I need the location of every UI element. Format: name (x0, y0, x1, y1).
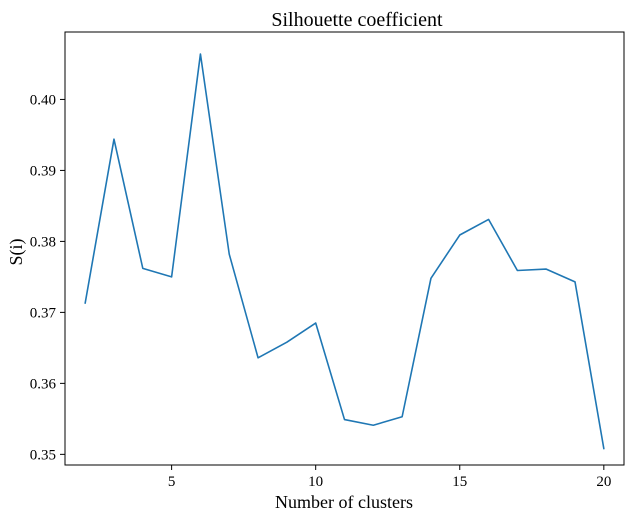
data-point (142, 267, 144, 269)
series-line (84, 53, 605, 450)
x-tick-label: 15 (452, 474, 467, 490)
y-axis-label: S(i) (6, 238, 27, 265)
data-point (545, 268, 547, 270)
x-axis-label: Number of clusters (275, 492, 413, 512)
data-point (170, 276, 172, 278)
data-point (286, 341, 288, 343)
y-tick-label: 0.40 (30, 92, 56, 108)
y-tick-label: 0.36 (30, 376, 57, 392)
data-point (228, 253, 230, 255)
data-point (430, 277, 432, 279)
x-axis: 5 10 15 20 (168, 465, 611, 490)
data-point (459, 234, 461, 236)
data-point (314, 322, 316, 324)
y-tick-label: 0.35 (30, 447, 56, 463)
x-tick-label: 20 (596, 474, 611, 490)
data-point (401, 416, 403, 418)
y-axis: 0.35 0.36 0.37 0.38 0.39 0.40 (30, 92, 65, 463)
series-layer (84, 53, 605, 450)
data-point (487, 218, 489, 220)
data-point (199, 53, 201, 55)
data-point (603, 447, 605, 449)
plot-area-frame (64, 31, 625, 466)
data-point (516, 269, 518, 271)
data-point (343, 418, 345, 420)
x-tick-label: 5 (168, 474, 176, 490)
x-tick-label: 10 (308, 474, 323, 490)
data-point (574, 281, 576, 283)
y-tick-label: 0.39 (30, 163, 56, 179)
data-point (84, 302, 86, 304)
data-point (372, 424, 374, 426)
y-tick-label: 0.38 (30, 234, 56, 250)
data-point (113, 138, 115, 140)
data-point (257, 357, 259, 359)
chart-title: Silhouette coefficient (271, 9, 443, 31)
y-tick-label: 0.37 (30, 305, 57, 321)
